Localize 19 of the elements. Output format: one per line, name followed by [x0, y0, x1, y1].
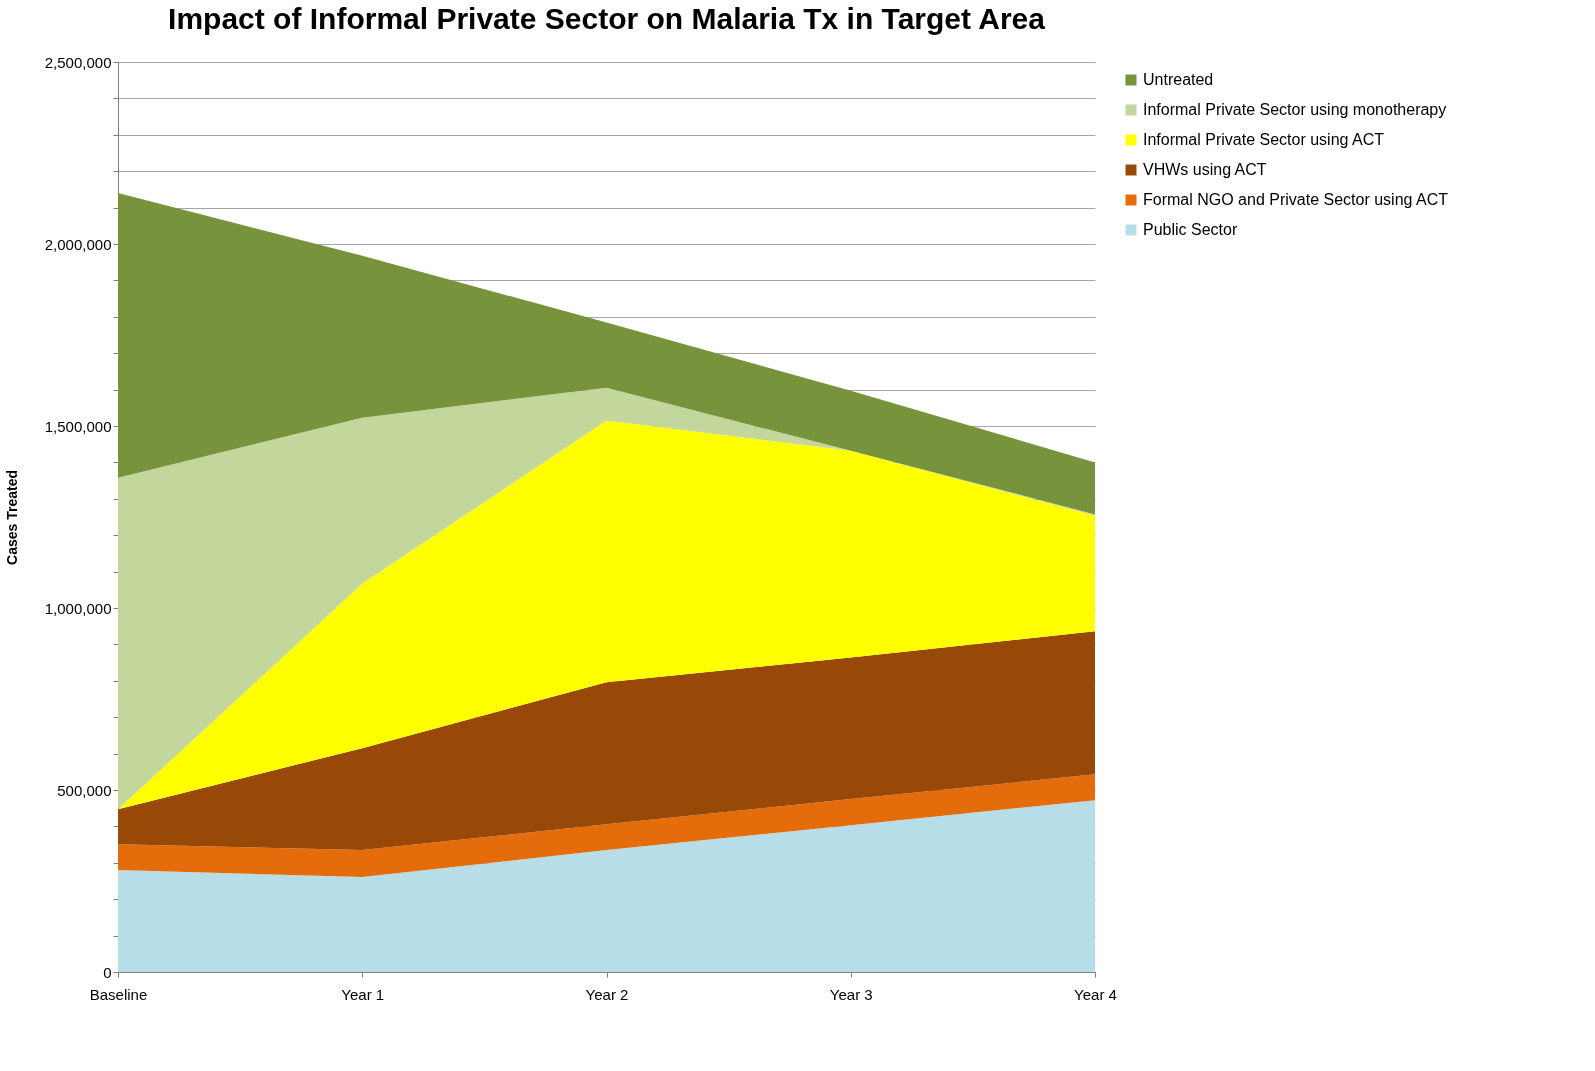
- legend-label: Untreated: [1143, 71, 1214, 88]
- y-tick-label: 1,000,000: [44, 599, 112, 617]
- x-tick-label: Year 2: [585, 985, 629, 1003]
- y-tick-label: 0: [103, 963, 112, 981]
- x-tick-label: Year 1: [341, 985, 385, 1003]
- x-tick-label: Year 3: [829, 985, 873, 1003]
- y-tick-label: 1,500,000: [44, 417, 112, 435]
- legend-label: Informal Private Sector using ACT: [1143, 131, 1385, 148]
- legend-label: Informal Private Sector using monotherapy: [1143, 101, 1447, 118]
- legend-label: Public Sector: [1143, 221, 1238, 238]
- chart-title: Impact of Informal Private Sector on Malaria Tx in Target Area: [168, 2, 1046, 35]
- x-tick-label: Baseline: [89, 985, 148, 1003]
- x-tick-label: Year 4: [1074, 985, 1117, 1003]
- legend-label: Formal NGO and Private Sector using ACT: [1143, 191, 1449, 208]
- legend-label: VHWs using ACT: [1143, 161, 1267, 178]
- y-tick-label: 500,000: [57, 781, 112, 799]
- y-axis-title: Cases Treated: [3, 470, 20, 565]
- y-tick-label: 2,000,000: [44, 235, 112, 253]
- y-tick-label: 2,500,000: [44, 53, 112, 71]
